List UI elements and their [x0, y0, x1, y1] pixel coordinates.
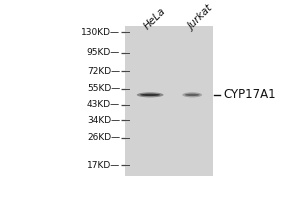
Text: 34KD—: 34KD— — [87, 116, 120, 125]
Text: Jurkat: Jurkat — [186, 3, 215, 32]
Text: HeLa: HeLa — [142, 6, 168, 32]
Text: CYP17A1: CYP17A1 — [224, 88, 276, 101]
Text: 17KD—: 17KD— — [87, 161, 120, 170]
Ellipse shape — [140, 94, 160, 96]
Text: 55KD—: 55KD— — [87, 84, 120, 93]
Ellipse shape — [185, 94, 200, 96]
Text: 43KD—: 43KD— — [87, 100, 120, 109]
Text: 72KD—: 72KD— — [87, 67, 120, 76]
Ellipse shape — [137, 92, 164, 97]
Ellipse shape — [182, 92, 202, 97]
Text: 26KD—: 26KD— — [87, 133, 120, 142]
Bar — [125, 26, 213, 176]
Text: 95KD—: 95KD— — [87, 48, 120, 57]
Text: 130KD—: 130KD— — [81, 28, 120, 37]
